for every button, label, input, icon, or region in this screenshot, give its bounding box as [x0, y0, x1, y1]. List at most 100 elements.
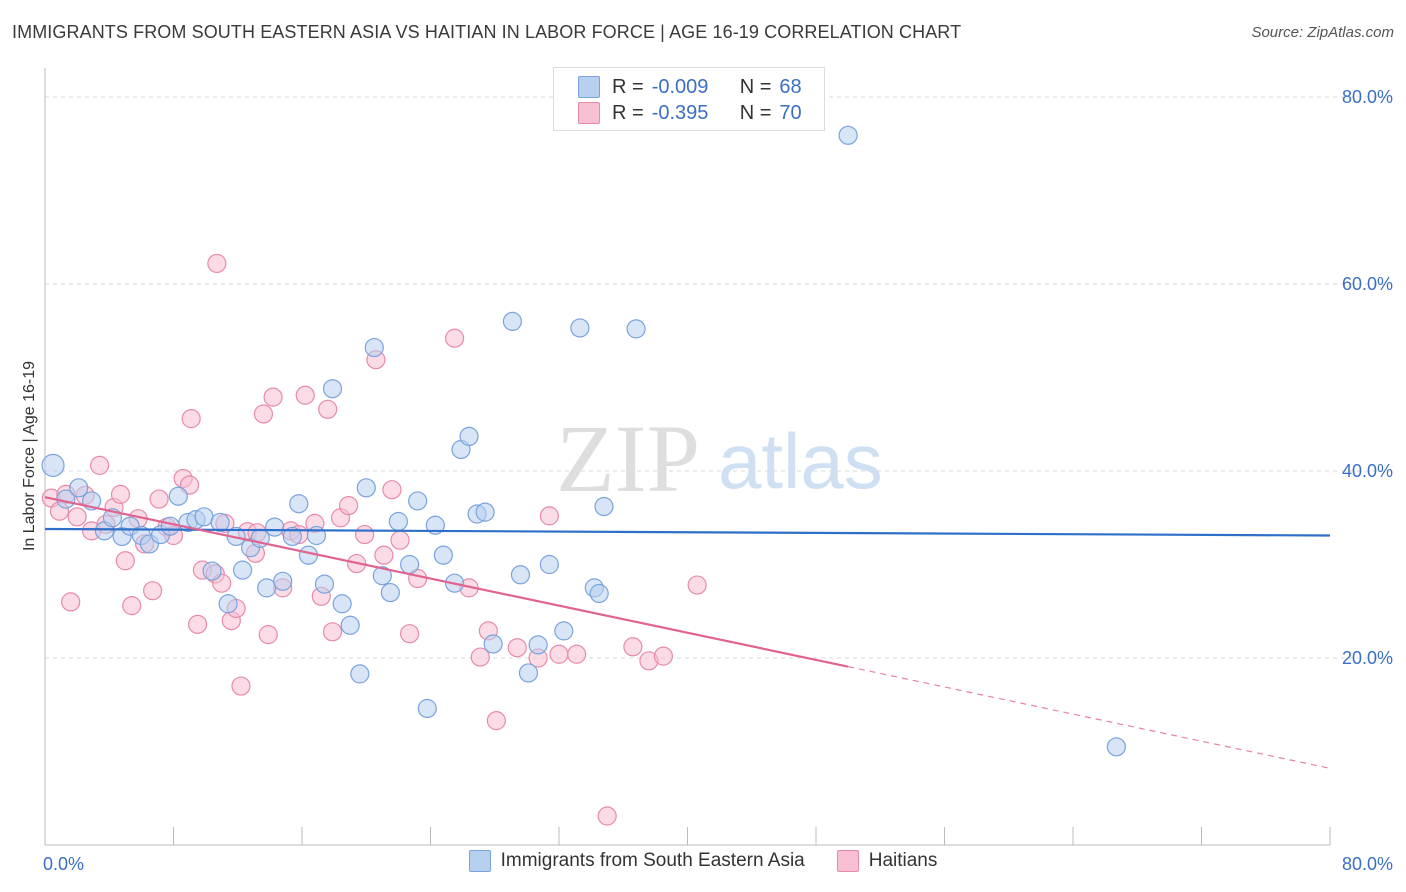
- legend-n-label: N =: [739, 75, 772, 98]
- data-point: [374, 545, 394, 565]
- correlation-legend: R = -0.009 N = 68 R = -0.395 N = 70: [553, 67, 825, 131]
- data-point: [594, 496, 614, 517]
- data-point: [510, 565, 531, 585]
- legend-r-value-blue: -0.009: [651, 75, 709, 98]
- data-point: [626, 319, 646, 339]
- data-point: [218, 594, 238, 614]
- legend-item-haitians: Haitians: [836, 850, 938, 872]
- legend-row-pink: R = -0.395 N = 70: [554, 100, 802, 126]
- data-point: [623, 637, 643, 657]
- data-point: [567, 644, 587, 664]
- legend-item-immigrants: Immigrants from South Eastern Asia: [468, 850, 805, 872]
- data-point: [570, 318, 590, 338]
- data-point: [67, 507, 87, 527]
- watermark: ZIP atlas: [556, 405, 883, 512]
- data-point: [273, 571, 293, 591]
- data-point: [263, 387, 283, 407]
- data-point: [518, 663, 539, 683]
- data-point: [232, 560, 253, 580]
- data-point: [597, 806, 617, 826]
- legend-swatch-pink: [578, 102, 600, 124]
- data-point: [110, 484, 131, 504]
- data-point: [364, 337, 384, 358]
- data-point: [322, 379, 343, 399]
- watermark-atlas: atlas: [718, 417, 883, 505]
- legend-swatch-haitians: [836, 850, 859, 872]
- data-point: [486, 711, 506, 731]
- legend-r-label: R =: [612, 75, 644, 98]
- data-point: [202, 561, 222, 581]
- data-point: [149, 489, 169, 509]
- data-point: [459, 426, 479, 447]
- data-point: [332, 594, 352, 614]
- trend-line-1: [44, 496, 849, 668]
- y-tick-label: 40.0%: [1342, 461, 1393, 481]
- legend-r-label: R =: [612, 101, 644, 124]
- data-point: [507, 638, 527, 658]
- data-point: [539, 506, 559, 526]
- legend-row-blue: R = -0.009 N = 68: [554, 74, 802, 100]
- data-point: [282, 526, 302, 547]
- y-tick-label: 80.0%: [1342, 87, 1393, 107]
- data-point: [207, 253, 227, 274]
- data-point: [258, 625, 278, 645]
- data-point: [295, 385, 315, 405]
- data-point: [122, 596, 142, 616]
- data-point: [382, 480, 402, 500]
- data-point: [350, 664, 370, 684]
- data-point: [318, 399, 338, 419]
- data-point: [408, 491, 428, 511]
- data-point: [41, 453, 65, 477]
- series-legend: Immigrants from South Eastern Asia Haiti…: [0, 850, 1406, 872]
- data-point: [528, 635, 548, 655]
- legend-label-immigrants: Immigrants from South Eastern Asia: [500, 850, 805, 871]
- data-point: [417, 698, 437, 719]
- data-point: [653, 646, 674, 666]
- data-point: [160, 516, 180, 536]
- y-tick-labels: 20.0% 40.0% 60.0% 80.0%: [1342, 87, 1393, 668]
- legend-n-label: N =: [739, 101, 772, 124]
- data-point: [90, 455, 110, 475]
- data-point: [143, 581, 163, 601]
- data-point: [355, 524, 375, 545]
- data-point: [289, 494, 309, 514]
- data-point: [539, 554, 559, 575]
- data-point: [181, 409, 201, 429]
- data-point: [433, 545, 453, 565]
- y-tick-label: 60.0%: [1342, 274, 1393, 294]
- data-point: [338, 495, 359, 516]
- watermark-zip: ZIP: [556, 405, 700, 512]
- data-point: [687, 575, 707, 595]
- data-point: [475, 502, 495, 522]
- data-point: [502, 311, 523, 331]
- data-point: [356, 478, 376, 498]
- trend-line-dashed-1: [848, 666, 1331, 769]
- chart-title: IMMIGRANTS FROM SOUTH EASTERN ASIA VS HA…: [12, 22, 962, 42]
- data-point: [470, 647, 490, 667]
- data-point: [372, 566, 392, 586]
- trend-lines: [44, 496, 1331, 769]
- data-point: [549, 644, 569, 664]
- legend-swatch-blue: [578, 76, 600, 98]
- data-point: [554, 621, 574, 641]
- legend-label-haitians: Haitians: [868, 850, 938, 871]
- legend-n-value-blue: 68: [779, 75, 802, 98]
- data-point: [187, 614, 208, 634]
- legend-n-value-pink: 70: [779, 101, 802, 124]
- data-point: [444, 328, 465, 348]
- data-point: [400, 554, 420, 575]
- x-tick-label: 80.0%: [1342, 854, 1393, 874]
- axes: [44, 68, 1331, 846]
- data-point: [168, 486, 188, 506]
- trend-line-0: [44, 527, 1331, 537]
- data-point: [388, 511, 408, 532]
- legend-r-value-pink: -0.395: [651, 101, 709, 124]
- data-point: [115, 551, 135, 571]
- data-point: [322, 622, 343, 642]
- data-point: [306, 525, 327, 546]
- data-point: [210, 512, 230, 533]
- data-point: [265, 517, 285, 537]
- data-point: [400, 624, 420, 644]
- data-point: [69, 478, 89, 498]
